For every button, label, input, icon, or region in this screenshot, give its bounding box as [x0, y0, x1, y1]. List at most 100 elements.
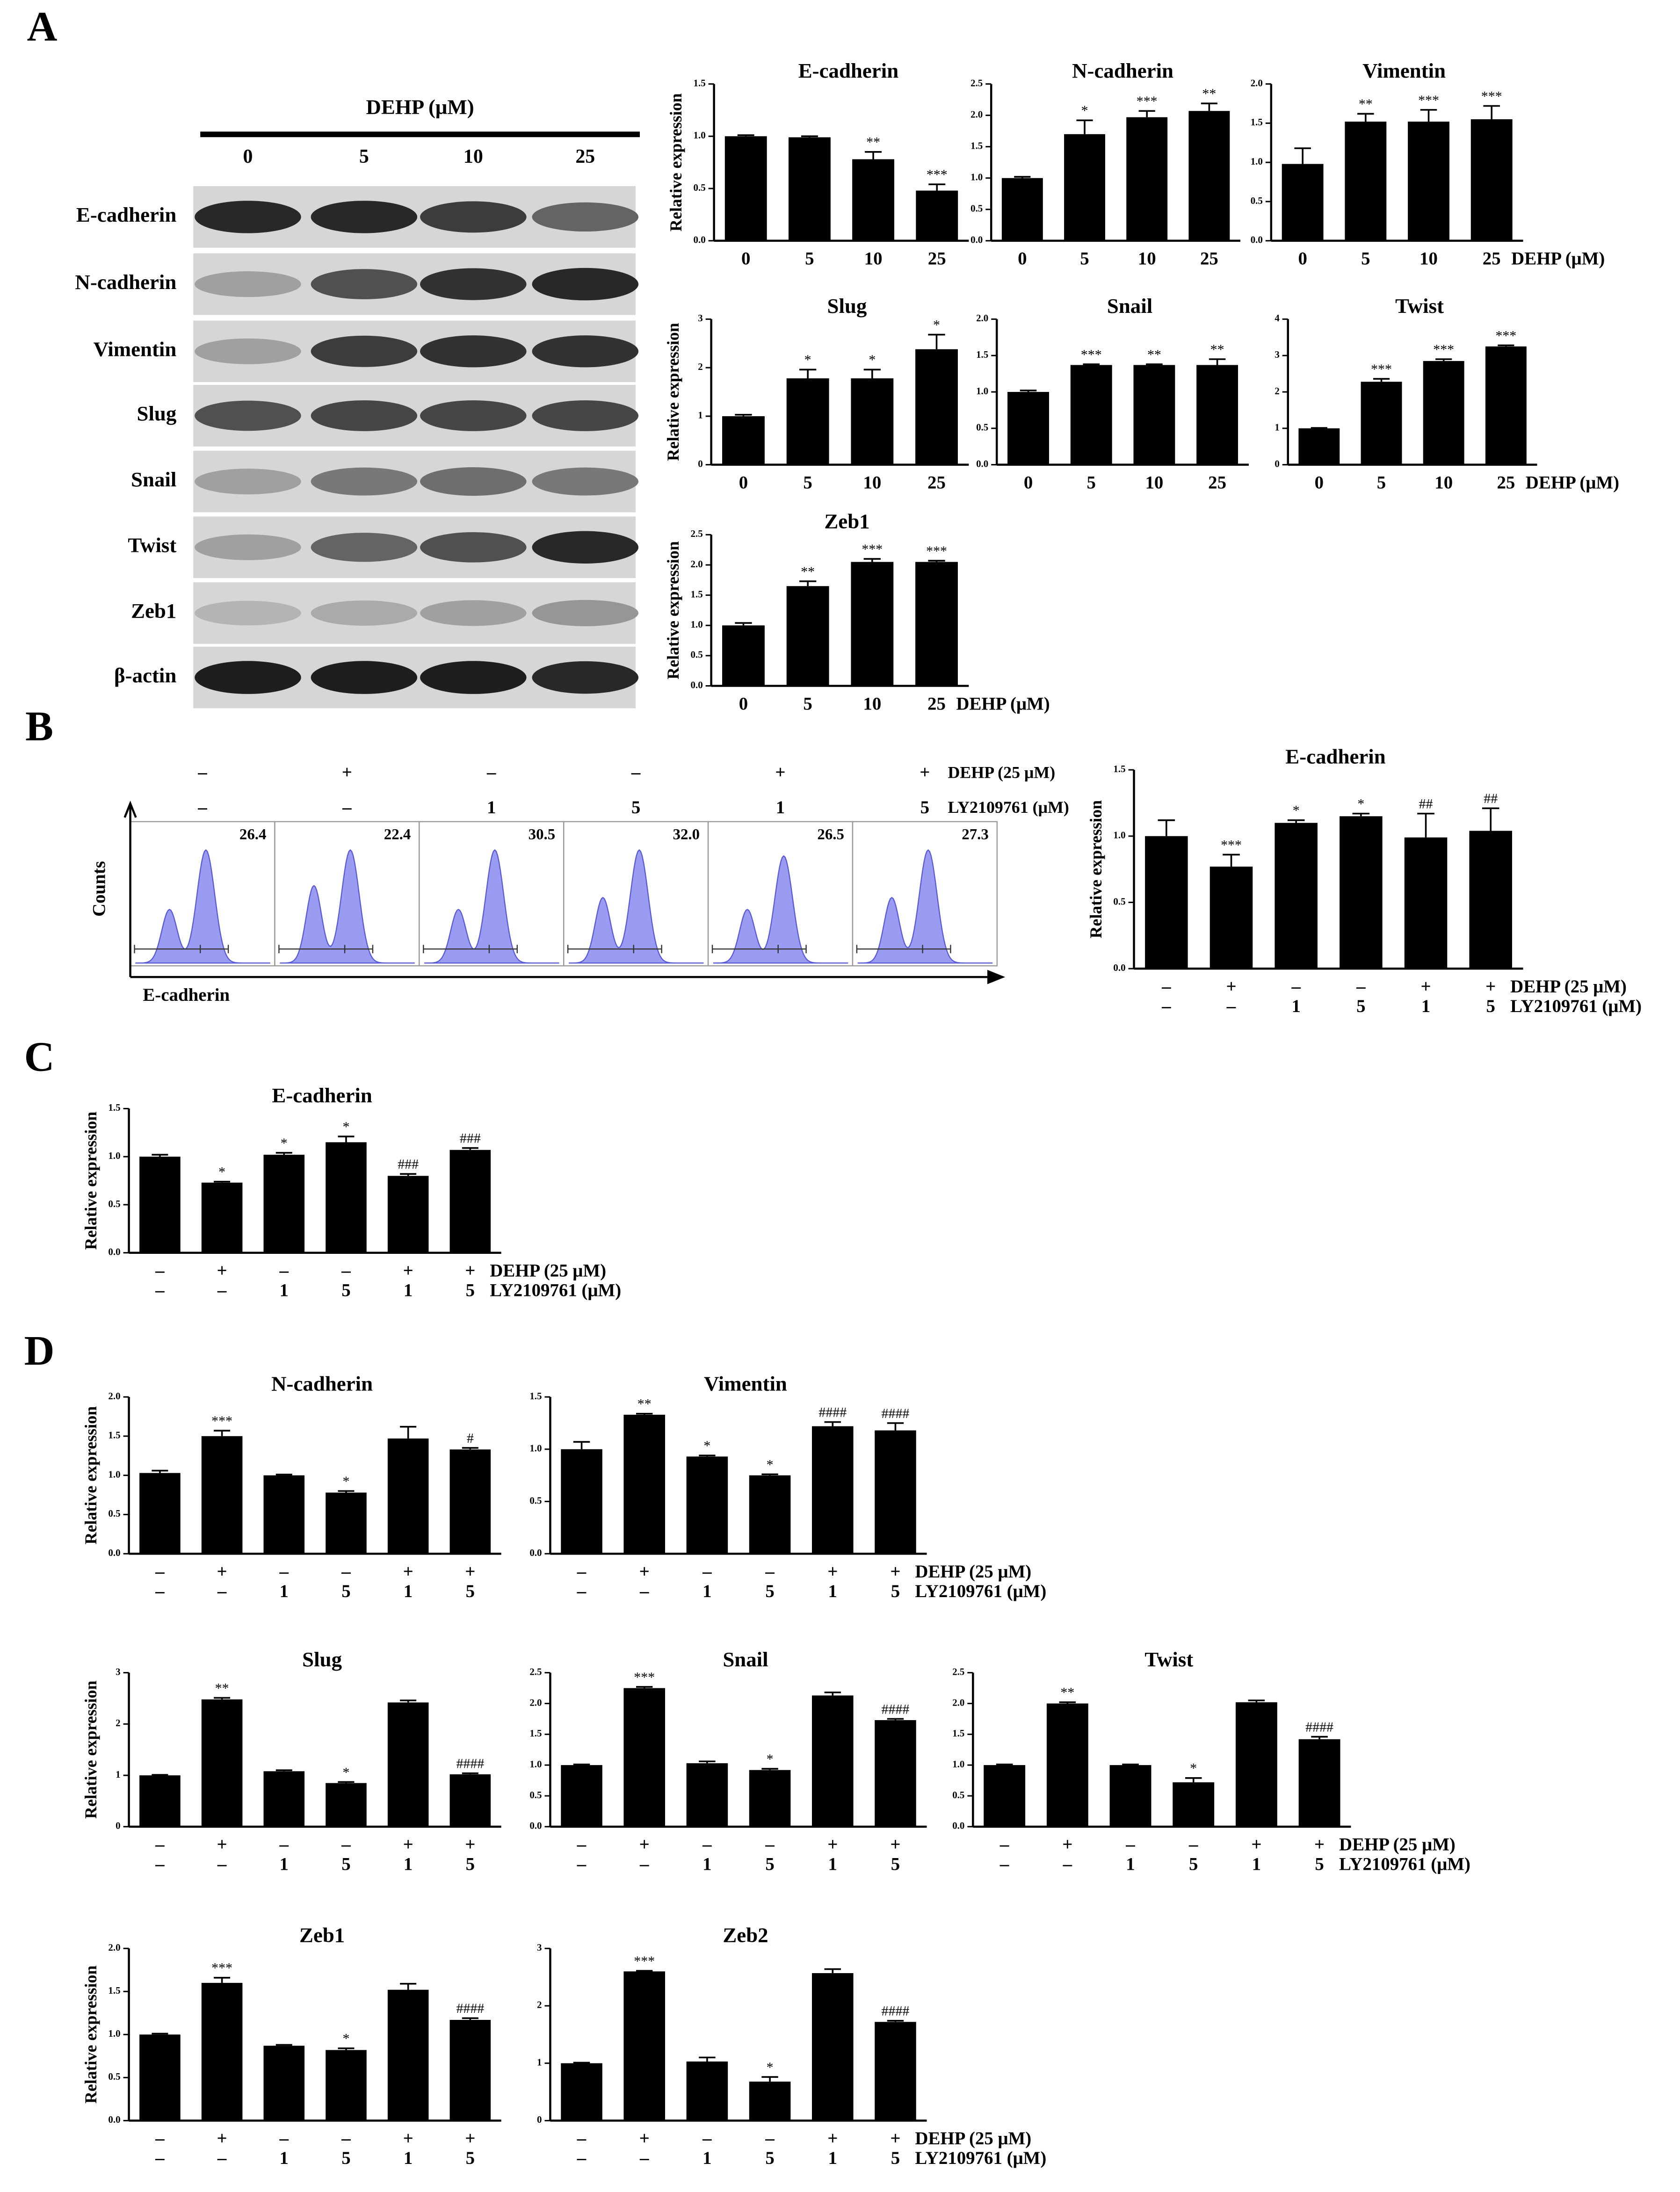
panel-label: D — [24, 1328, 55, 1374]
chart-title: N-cadherin — [271, 1372, 373, 1395]
bar — [984, 1765, 1026, 1827]
x-tick-label: 25 — [927, 472, 946, 492]
blot-band — [532, 335, 639, 368]
bar — [139, 2034, 181, 2121]
x-axis-label: DEHP (μM) — [956, 694, 1050, 714]
blot-protein-label: Twist — [128, 534, 176, 557]
significance: ## — [1419, 796, 1433, 812]
x-row-label: 5 — [765, 1581, 774, 1601]
bar — [326, 1783, 367, 1827]
y-tick-label: 1.0 — [108, 1150, 120, 1161]
error-bar — [338, 1490, 355, 1493]
y-tick-label: 1.5 — [691, 588, 703, 600]
x-row-label: + — [1485, 977, 1496, 997]
blot-band — [195, 600, 301, 626]
error-bar — [1483, 105, 1500, 120]
x-tick-label: 10 — [863, 694, 881, 714]
significance: ### — [398, 1157, 419, 1172]
bar — [1298, 1739, 1340, 1827]
bar — [623, 1688, 666, 1827]
y-tick-label: 0 — [116, 1820, 120, 1831]
y-tick-label: 2.0 — [952, 1697, 964, 1708]
y-tick-label: 0.5 — [108, 1198, 120, 1209]
condition-label: 1 — [487, 797, 496, 817]
significance: *** — [1418, 93, 1439, 108]
x-row-label: 1 — [702, 1854, 711, 1874]
bar — [749, 1475, 791, 1554]
significance: * — [1293, 803, 1300, 818]
x-row-label: 5 — [1315, 1854, 1324, 1874]
error-bar — [1294, 147, 1311, 164]
x-row-label: – — [577, 1562, 587, 1582]
significance: ** — [866, 135, 880, 150]
bar — [561, 2063, 602, 2121]
chart-title: Twist — [1144, 1648, 1193, 1671]
gate-percentage: 26.4 — [239, 826, 267, 843]
error-bar — [1059, 1701, 1076, 1704]
significance: * — [343, 2031, 350, 2047]
x-row-label: – — [155, 2128, 165, 2149]
bar — [786, 378, 829, 465]
error-bar — [699, 2056, 716, 2062]
blot-band — [195, 534, 301, 560]
x-row-label: – — [217, 1280, 227, 1300]
x-row-label: – — [702, 2128, 712, 2149]
error-bar — [824, 1691, 841, 1696]
y-tick-label: 3 — [537, 1942, 542, 1953]
x-row-label: 5 — [466, 1854, 475, 1874]
condition-label: + — [920, 762, 930, 782]
histogram — [857, 849, 993, 964]
x-tick-label: 10 — [1419, 249, 1438, 269]
x-row-label: – — [577, 1854, 587, 1874]
x-row-label: + — [217, 2128, 227, 2149]
x-row-label: – — [217, 1581, 227, 1601]
x-tick-label: 25 — [928, 249, 946, 269]
significance: * — [218, 1165, 225, 1180]
chart-title: Twist — [1395, 294, 1444, 318]
error-bar — [863, 558, 881, 562]
y-axis-label: Relative expression — [664, 323, 682, 461]
error-bar — [761, 1473, 778, 1476]
condition-label: – — [631, 762, 641, 782]
bar — [1274, 823, 1318, 969]
blot-band — [311, 661, 418, 694]
significance: *** — [1221, 837, 1242, 853]
x-tick-label: 0 — [741, 249, 750, 269]
significance: *** — [927, 167, 948, 182]
bar — [686, 2061, 728, 2121]
significance: ** — [637, 1396, 652, 1412]
significance: * — [804, 352, 811, 368]
y-axis-label: Relative expression — [81, 1112, 100, 1250]
blot-band — [311, 600, 418, 626]
bar — [749, 1770, 791, 1827]
x-row-label: 5 — [341, 2148, 350, 2168]
chart-title: E-cadherin — [272, 1084, 372, 1107]
error-bar — [699, 1760, 716, 1764]
x-row-label: 5 — [341, 1581, 350, 1601]
significance: *** — [1481, 88, 1502, 104]
x-row-label: – — [279, 1562, 289, 1582]
x-row-label: – — [279, 1835, 289, 1855]
bar — [1408, 122, 1449, 241]
x-tick-label: 10 — [864, 249, 883, 269]
x-row-label: + — [1226, 977, 1236, 997]
gate-percentage: 26.5 — [817, 826, 844, 843]
error-bar — [761, 1768, 778, 1770]
flow-y-label: Counts — [89, 861, 109, 917]
error-bar — [1185, 1777, 1202, 1783]
bar — [875, 1430, 916, 1554]
significance: * — [1081, 103, 1088, 118]
significance: *** — [926, 543, 947, 559]
x-row-label: 1 — [1421, 996, 1430, 1016]
x-tick-label: 25 — [1208, 472, 1226, 492]
x-row-label: – — [279, 1261, 289, 1281]
error-bar — [338, 1136, 355, 1143]
blot-band — [420, 201, 527, 233]
y-tick-label: 1 — [116, 1769, 120, 1780]
blot-band — [532, 268, 639, 301]
bar — [722, 625, 765, 686]
panel-label: B — [25, 703, 53, 750]
error-bar — [1311, 1736, 1328, 1739]
x-row-label: – — [577, 2128, 587, 2149]
x-row-label: + — [465, 1835, 475, 1855]
